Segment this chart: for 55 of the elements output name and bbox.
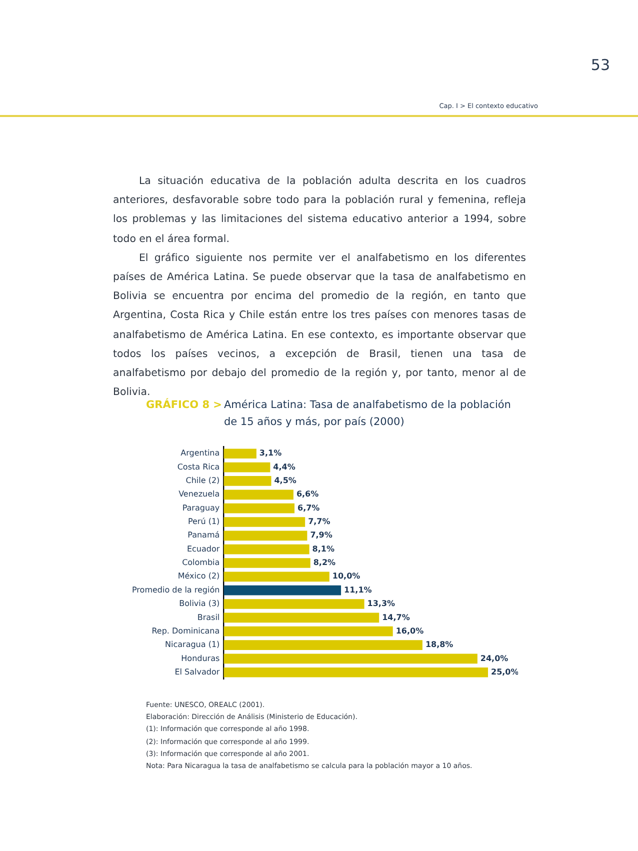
y-tick-label: Venezuela [178,490,220,499]
y-tick-label: Chile (2) [186,476,220,486]
y-tick-label: Costa Rica [177,462,220,472]
chart-subtitle: América Latina: Tasa de analfabetismo de la población de 15 años y más, por país (2000) [224,398,512,430]
y-tick-label: Nicaragua (1) [165,640,220,650]
data-label: 3,1% [259,448,282,458]
bar [224,626,393,636]
y-tick-label: Paraguay [182,503,220,512]
bar [224,599,364,609]
y-tick-label: Colombia [182,558,220,568]
bar [224,612,380,623]
bar [224,503,294,514]
y-tick-label: Promedio de la región [132,585,220,594]
y-tick-label: México (2) [178,572,220,581]
data-label: 4,5% [274,476,296,486]
bar [224,640,422,650]
bar [224,462,270,472]
data-label: 11,1% [344,585,372,594]
bar [224,517,306,527]
y-tick-label: Ecuador [186,544,220,554]
bar [224,448,256,459]
y-tick-label: Rep. Dominicana [152,626,220,636]
bar [224,490,294,500]
bar [224,544,310,554]
bar [224,558,310,568]
bar [224,654,478,664]
data-label: 7,9% [310,530,332,540]
y-tick-label: Honduras [181,654,220,663]
data-label: 24,0% [480,654,508,663]
text: 53 [590,56,610,74]
data-label: 18,8% [425,640,454,650]
bar [224,572,330,582]
bar [224,476,272,486]
chart-title: GRÁFICO 8 > [146,397,222,413]
bar [224,585,342,596]
text: El gráfico siguiente nos permite ver el analfabetismo en los diferentes países de América Latina. Se puede observar que la tasa de analfabetismo en Bolivia se encuentra por encima del promedio de la región, en tanto que Argentina, Costa Rica y Chile están entre los tres países con menores tasas de analfabetismo de América Latina. En ese contexto, es importante observar que todos los países vecinos, a excepción de Brasil, tienen una tasa de analfabetismo por debajo del promedio de la región y, por tanto, menor al de Bolivia. [113,252,526,398]
data-label: 8,2% [313,558,336,568]
data-label: 4,4% [273,462,296,472]
data-label: 6,6% [296,490,319,499]
bar [224,530,308,541]
y-tick-label: Brasil [197,612,220,622]
data-label: 7,7% [308,517,330,526]
y-tick-label: El Salvador [174,667,220,676]
y-tick-label: Panamá [188,530,220,540]
text: La situación educativa de la población adulta descrita en los cuadros anteriores, desfavorable sobre todo para la población rural y femenina, refleja los problemas y las limitaciones del sistema educativo anterior a 1994, sobre todo en el área formal. [113,174,526,247]
y-tick-label: Argentina [180,448,220,458]
data-label: 6,7% [298,503,320,512]
data-label: 14,7% [382,612,410,622]
data-label: 10,0% [332,572,360,581]
bar [224,667,488,678]
data-label: 8,1% [312,544,334,554]
y-tick-label: Perú (1) [188,517,220,526]
y-tick-label: Bolivia (3) [179,599,220,608]
data-label: 13,3% [367,599,396,608]
data-label: 16,0% [396,626,424,636]
